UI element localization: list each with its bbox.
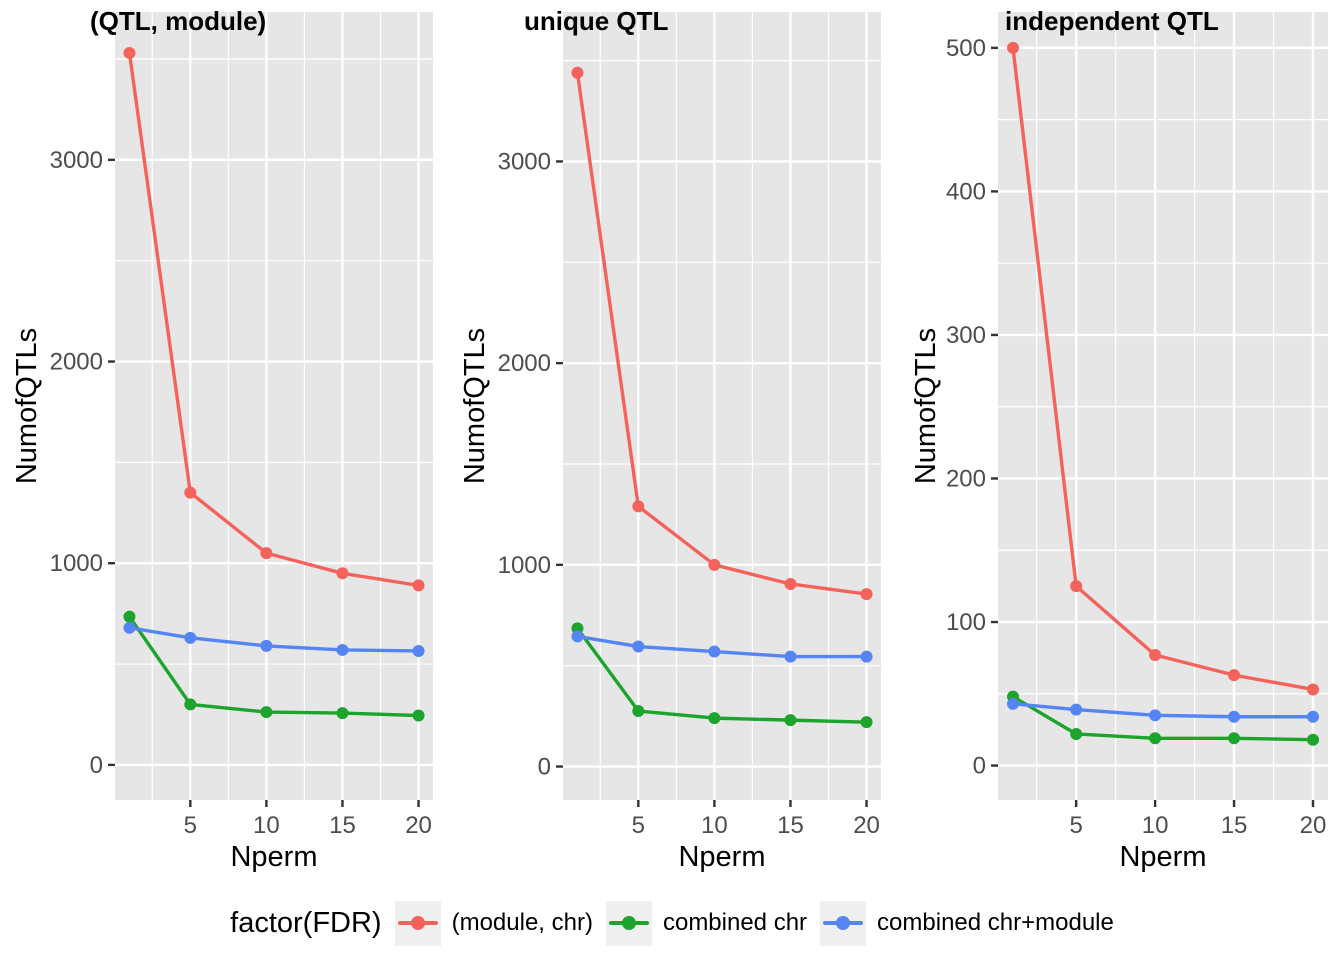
x-tick-label: 5 bbox=[1069, 812, 1082, 839]
data-point bbox=[336, 567, 349, 580]
y-tick-label: 0 bbox=[973, 753, 986, 780]
data-point bbox=[123, 610, 136, 623]
panel-unique-qtl: 5 10 15 20 0 1000 2000 3000 unique QTL Nperm Nu… bbox=[459, 6, 881, 873]
data-point bbox=[336, 643, 349, 656]
x-tick-label: 10 bbox=[701, 812, 728, 839]
legend-point-icon bbox=[621, 916, 636, 930]
data-point bbox=[571, 630, 584, 643]
data-point bbox=[123, 621, 136, 634]
data-point bbox=[571, 66, 584, 79]
y-axis-title: NumofQTLs bbox=[11, 328, 43, 484]
y-tick-label: 1000 bbox=[50, 550, 103, 577]
y-tick-label: 2000 bbox=[50, 349, 103, 376]
data-point bbox=[632, 705, 645, 718]
data-point bbox=[184, 698, 197, 711]
data-point bbox=[412, 644, 425, 657]
legend-entry-module-chr: (module, chr) bbox=[394, 900, 593, 946]
data-point bbox=[632, 500, 645, 513]
data-point bbox=[123, 46, 136, 59]
panel-qtl-module: 5 10 15 20 0 1000 2000 3000 (QTL, module) Nperm… bbox=[11, 6, 433, 873]
x-tick-label: 10 bbox=[253, 812, 280, 839]
legend-label: combined chr+module bbox=[877, 909, 1114, 936]
y-tick-label: 3000 bbox=[50, 147, 103, 174]
legend-key-green bbox=[605, 900, 652, 946]
x-tick-label: 20 bbox=[853, 812, 880, 839]
data-point bbox=[860, 650, 873, 663]
y-tick-label: 3000 bbox=[498, 148, 551, 175]
y-axis-title: NumofQTLs bbox=[910, 328, 942, 484]
panel-background bbox=[563, 12, 881, 800]
y-tick-label: 500 bbox=[946, 35, 986, 62]
x-tick-label: 20 bbox=[1300, 812, 1327, 839]
data-point bbox=[1228, 669, 1241, 682]
data-point bbox=[1070, 727, 1083, 740]
data-point bbox=[184, 486, 197, 499]
data-point bbox=[1007, 41, 1019, 54]
data-point bbox=[784, 714, 797, 727]
data-point bbox=[784, 650, 797, 663]
legend: factor(FDR) (module, chr) combined chr c… bbox=[0, 893, 1344, 953]
data-point bbox=[1228, 732, 1241, 745]
legend-label: combined chr bbox=[662, 909, 808, 936]
data-point bbox=[260, 706, 273, 719]
data-point bbox=[1007, 697, 1019, 710]
data-point bbox=[260, 639, 273, 652]
y-axis-title: NumofQTLs bbox=[459, 328, 491, 484]
x-tick-label: 15 bbox=[1221, 812, 1248, 839]
data-point bbox=[1307, 733, 1319, 746]
data-point bbox=[1070, 703, 1083, 716]
data-point bbox=[860, 588, 873, 601]
x-tick-label: 20 bbox=[405, 812, 432, 839]
x-axis-title: Nperm bbox=[1119, 841, 1206, 873]
legend-entry-combined-chr-module: combined chr+module bbox=[820, 900, 1114, 946]
panel-title: (QTL, module) bbox=[90, 6, 266, 36]
y-tick-label: 200 bbox=[946, 465, 986, 492]
x-tick-label: 5 bbox=[632, 812, 645, 839]
y-tick-label: 0 bbox=[538, 754, 551, 781]
data-point bbox=[1307, 683, 1319, 696]
y-tick-label: 400 bbox=[946, 178, 986, 205]
x-tick-label: 10 bbox=[1142, 812, 1169, 839]
data-point bbox=[412, 579, 425, 592]
panel-background bbox=[115, 12, 433, 800]
data-point bbox=[1149, 732, 1162, 745]
data-point bbox=[1070, 580, 1083, 593]
legend-point-icon bbox=[410, 916, 425, 930]
data-point bbox=[1149, 709, 1162, 722]
panel-title: independent QTL bbox=[1005, 6, 1219, 36]
legend-key-red bbox=[394, 900, 441, 946]
data-point bbox=[860, 716, 873, 729]
y-tick-label: 2000 bbox=[498, 350, 551, 377]
data-point bbox=[708, 712, 721, 725]
data-point bbox=[260, 547, 273, 560]
data-point bbox=[184, 631, 197, 644]
data-point bbox=[1307, 710, 1319, 723]
data-point bbox=[1228, 710, 1241, 723]
x-tick-label: 15 bbox=[329, 812, 356, 839]
y-tick-label: 0 bbox=[90, 752, 103, 779]
data-point bbox=[784, 577, 797, 590]
panel-title: unique QTL bbox=[524, 6, 669, 36]
x-tick-label: 5 bbox=[184, 812, 197, 839]
data-point bbox=[708, 558, 721, 571]
y-tick-label: 100 bbox=[946, 609, 986, 636]
x-axis-title: Nperm bbox=[678, 841, 765, 873]
legend-title: factor(FDR) bbox=[230, 906, 382, 939]
data-point bbox=[336, 707, 349, 720]
y-tick-label: 300 bbox=[946, 322, 986, 349]
data-point bbox=[632, 640, 645, 653]
data-point bbox=[1149, 649, 1162, 662]
legend-point-icon bbox=[836, 916, 851, 930]
x-axis-title: Nperm bbox=[230, 841, 317, 873]
data-point bbox=[708, 645, 721, 658]
data-point bbox=[412, 709, 425, 722]
legend-entry-combined-chr: combined chr bbox=[605, 900, 808, 946]
legend-key-blue bbox=[820, 900, 867, 946]
x-tick-label: 15 bbox=[777, 812, 804, 839]
y-tick-label: 1000 bbox=[498, 552, 551, 579]
legend-label: (module, chr) bbox=[451, 909, 593, 936]
